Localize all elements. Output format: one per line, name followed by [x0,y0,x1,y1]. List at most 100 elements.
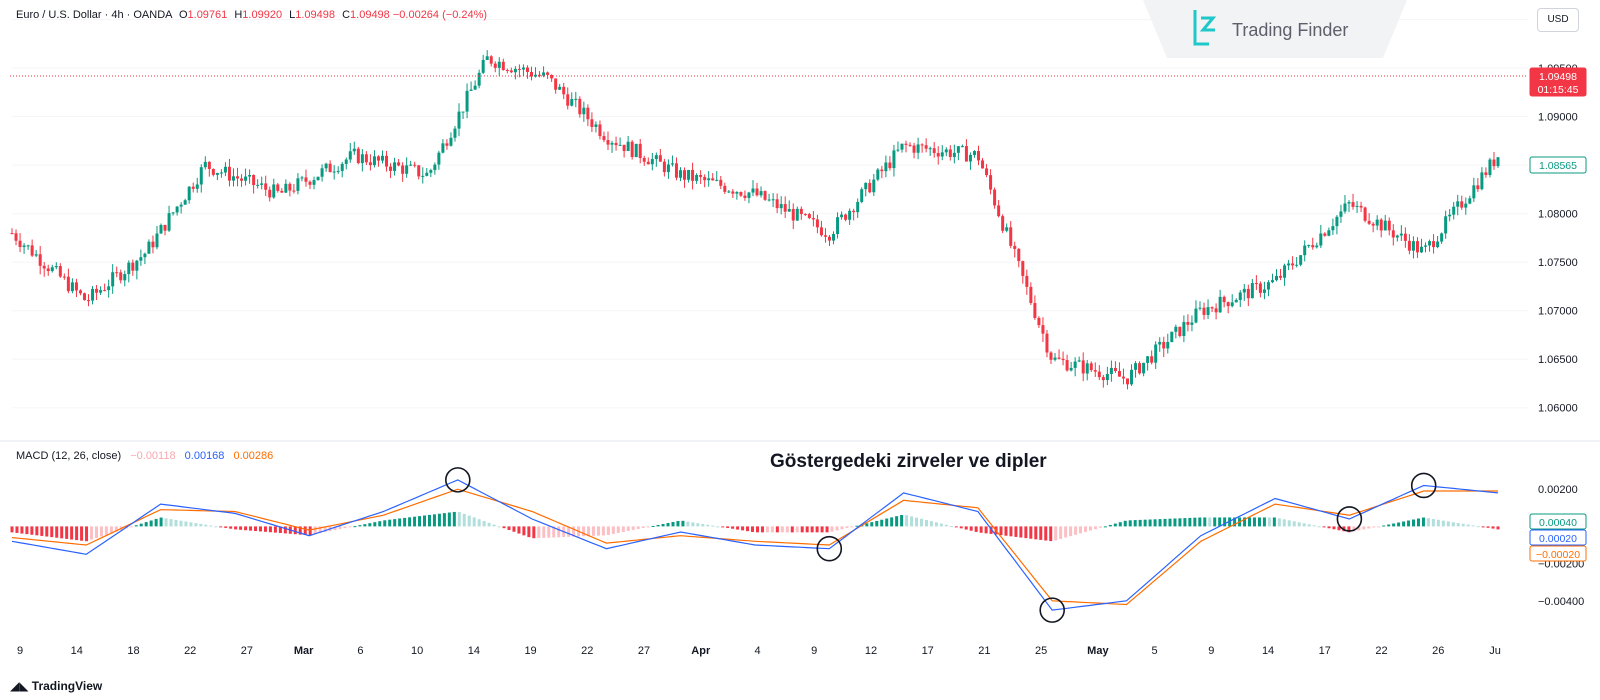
extreme-marker-circle [816,535,843,562]
candle [38,246,42,275]
candle [678,167,682,182]
candle [811,210,815,227]
macd-header: MACD (12, 26, close) −0.00118 0.00168 0.… [16,450,273,462]
histogram-bar [1093,526,1097,530]
histogram-bar [467,515,471,527]
histogram-bar [1307,524,1311,527]
candle [904,140,908,153]
candle [1331,218,1335,235]
histogram-bar [278,526,282,534]
candle [175,206,179,216]
histogram-bar [875,520,879,527]
candle [46,264,50,276]
histogram-bar [626,526,630,531]
extreme-marker-circle [444,467,471,493]
histogram-bar [1113,523,1117,527]
candle [1411,236,1415,259]
candle [803,213,807,216]
time-tick-label: 9 [811,645,817,657]
candle [759,186,763,198]
histogram-bar [1203,517,1207,527]
histogram-bar [512,526,516,532]
time-tick-label: 21 [978,645,990,657]
candle [1186,314,1190,332]
histogram-bar [736,526,740,530]
candle [111,264,115,294]
candle [594,121,598,133]
histogram-bar [1143,519,1147,527]
histogram-bar [1272,517,1276,527]
histogram-bar [890,517,894,527]
candle [240,174,244,187]
candle [997,200,1001,218]
svg-text:01:15:45: 01:15:45 [1538,84,1579,96]
tradingview-logo[interactable]: ◢◣ TradingView [10,679,103,693]
histogram-bar [75,526,79,541]
candle [928,146,932,156]
currency-button[interactable]: USD [1537,8,1579,32]
time-tick-label: Mar [294,645,314,657]
histogram-bar [65,526,69,539]
time-tick-label: 22 [1375,645,1387,657]
candle [34,249,38,258]
candle [1025,269,1029,295]
histogram-bar [910,516,914,527]
svg-text:1.08565: 1.08565 [1539,160,1577,172]
candle [908,142,912,147]
candle [1041,317,1045,343]
candle [304,169,308,187]
candle [372,150,376,168]
candle [828,235,832,246]
histogram-bar [850,526,854,528]
histogram-bar [80,526,84,541]
candle [22,243,26,254]
candle [1158,337,1162,352]
candle [469,81,473,92]
macd-axis: 0.002000.00000−0.00200−0.00400 [1538,484,1584,608]
candle [340,161,344,178]
candle [590,112,594,132]
candle [1436,235,1440,249]
time-tick-label: 22 [581,645,593,657]
candle [1190,315,1194,332]
candle [360,149,364,172]
histogram-bar [527,526,531,538]
histogram-bar [885,518,889,527]
histogram-bar [313,526,317,535]
histogram-bar [1297,522,1301,527]
histogram-bar [1188,517,1192,527]
candle [78,289,82,296]
candle [513,66,517,80]
candle [1299,255,1303,267]
histogram-bar [1431,519,1435,527]
candle [993,187,997,209]
candle [107,279,111,298]
candle [131,259,135,276]
candle [654,152,658,167]
candle [981,157,985,169]
candle [1101,374,1105,388]
candle [1355,200,1359,213]
price-tick-label: 1.07000 [1538,306,1578,318]
histogram-bar [244,526,248,531]
annotation-circles [444,467,1437,623]
candle [856,198,860,218]
candle [167,205,171,232]
candle [437,150,441,170]
histogram-bar [964,526,968,530]
candle [892,144,896,177]
candle [1009,220,1013,249]
histogram-bar [1163,518,1167,527]
svg-text:0.00020: 0.00020 [1539,533,1577,545]
histogram-bar [656,524,660,527]
candle [1130,364,1134,386]
histogram-bar [1476,526,1480,528]
histogram-bar [1466,524,1470,527]
histogram-bar [1312,525,1316,527]
candle [199,164,203,193]
candle [1363,206,1367,223]
candle [1407,234,1411,255]
open-value: 1.09761 [187,9,228,21]
histogram-bar [1282,519,1286,527]
